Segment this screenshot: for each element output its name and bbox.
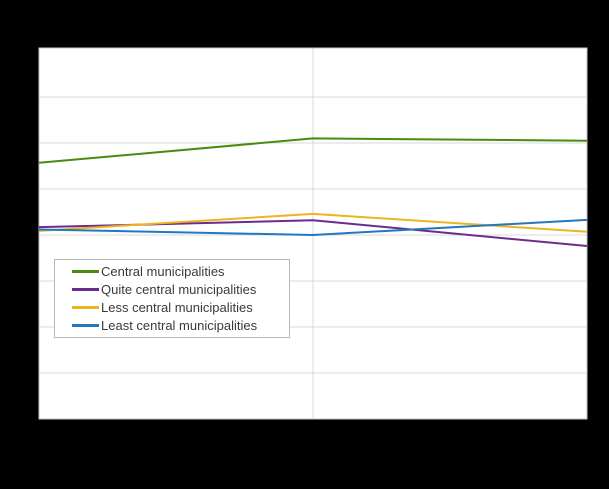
legend-label: Central municipalities <box>101 263 225 279</box>
legend-line-swatch-least-central <box>72 324 99 328</box>
legend-item: Quite central municipalities <box>55 280 289 298</box>
legend-line-swatch-central <box>72 269 99 273</box>
legend-label: Quite central municipalities <box>101 281 257 297</box>
legend-item: Least central municipalities <box>55 317 289 335</box>
legend-label: Less central municipalities <box>101 300 253 316</box>
legend-item: Less central municipalities <box>55 299 289 317</box>
legend-item: Central municipalities <box>55 262 289 280</box>
legend-label: Least central municipalities <box>101 318 258 334</box>
legend-line-swatch-less-central <box>72 306 99 310</box>
chart-legend: Central municipalities Quite central mun… <box>54 259 290 338</box>
legend-line-swatch-quite-central <box>72 287 99 291</box>
